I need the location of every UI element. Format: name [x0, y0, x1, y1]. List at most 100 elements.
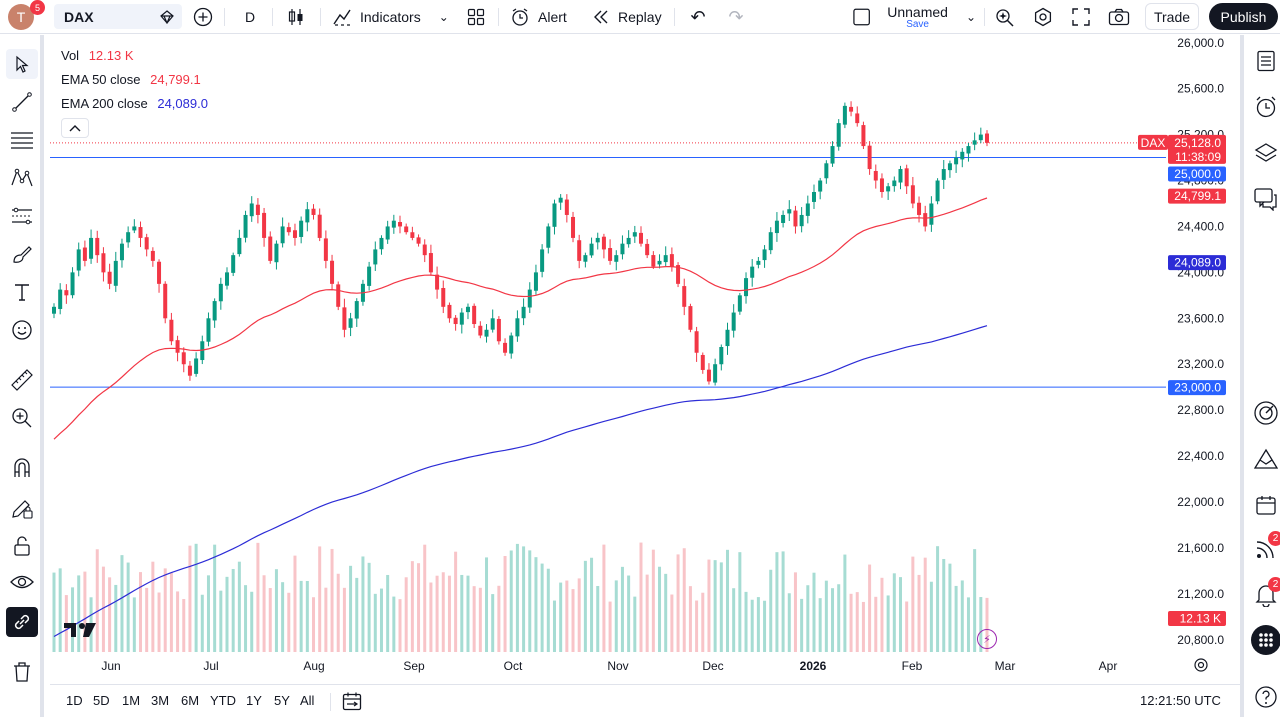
candle-body [805, 203, 810, 216]
ideas-stream-button[interactable] [1250, 443, 1280, 475]
quick-search-button[interactable] [992, 4, 1018, 30]
volume-bar [793, 572, 797, 652]
news-badge: 2 [1268, 531, 1280, 546]
watchlist-button[interactable] [1250, 45, 1280, 77]
remove-drawings-tool[interactable] [6, 657, 38, 687]
candle-body [82, 247, 87, 261]
ema200-legend[interactable]: EMA 200 close 24,089.0 [61, 96, 208, 111]
range-ytd[interactable]: YTD [210, 693, 236, 708]
redo-button[interactable]: ↷ [724, 4, 748, 30]
templates-button[interactable] [464, 4, 488, 30]
brush-tool[interactable] [6, 239, 38, 269]
tradingview-logo[interactable] [63, 621, 97, 644]
object-tree-button[interactable] [1250, 137, 1280, 169]
volume-bar [287, 592, 291, 652]
hotlists-button[interactable] [1250, 397, 1280, 429]
volume-bar [361, 556, 365, 652]
cursor-tool[interactable] [6, 49, 38, 79]
goto-date-button[interactable] [342, 691, 362, 716]
indicators-button[interactable]: Indicators ⌄ [332, 4, 456, 30]
candle-body [855, 113, 860, 124]
trade-button[interactable]: Trade [1145, 3, 1199, 30]
range-1y[interactable]: 1Y [246, 693, 262, 708]
hide-drawings-tool[interactable] [6, 567, 38, 597]
news-stream-button[interactable] [1250, 533, 1280, 565]
range-1m[interactable]: 1M [122, 693, 141, 708]
candle-body [243, 214, 248, 238]
fib-tool[interactable] [6, 125, 38, 155]
candle-body [58, 289, 63, 309]
text-tool[interactable] [6, 277, 38, 307]
symbol-search[interactable]: DAX [54, 4, 182, 29]
magnet-tool[interactable] [6, 453, 38, 483]
undo-button[interactable]: ↶ [686, 4, 710, 30]
fullscreen-button[interactable] [1068, 4, 1094, 30]
chart-pane[interactable]: 26,000.025,600.025,200.024,800.024,400.0… [50, 36, 1236, 682]
alert-button[interactable]: Alert [510, 4, 576, 30]
apps-menu-button[interactable] [1251, 625, 1280, 655]
price-tick-label: 25,600.0 [1177, 82, 1224, 96]
help-icon [1255, 686, 1277, 708]
divider [674, 8, 675, 26]
pattern-tool[interactable] [6, 163, 38, 193]
chart-type-button[interactable] [282, 4, 310, 30]
snapshot-button[interactable] [1106, 4, 1132, 30]
volume-bar [658, 566, 662, 652]
help-button[interactable] [1250, 681, 1280, 713]
candle-body [904, 168, 909, 187]
candle-body [503, 342, 508, 353]
volume-legend[interactable]: Vol 12.13 K [61, 48, 134, 63]
time-tick-label: Oct [504, 659, 523, 673]
volume-bar [213, 544, 217, 652]
range-5d[interactable]: 5D [93, 693, 110, 708]
axis-settings-button[interactable] [1193, 657, 1209, 678]
volume-bar [812, 572, 816, 652]
alerts-button[interactable] [1250, 91, 1280, 123]
candle-body [540, 249, 545, 272]
trend-line-tool[interactable] [6, 87, 38, 117]
volume-bar [151, 561, 155, 652]
volume-bar [651, 549, 655, 652]
measure-tool[interactable] [6, 365, 38, 395]
collapse-legend-button[interactable] [61, 118, 89, 138]
volume-bar [336, 573, 340, 652]
event-marker[interactable]: ⚡ [977, 629, 997, 649]
volume-bar [460, 574, 464, 652]
zoom-tool[interactable] [6, 403, 38, 433]
interval-button[interactable]: D [236, 4, 264, 30]
sync-drawings-tool[interactable] [6, 607, 38, 637]
candle-body [676, 265, 681, 284]
emoji-tool[interactable] [6, 315, 38, 345]
volume-price-label-bg [1168, 611, 1226, 626]
range-1d[interactable]: 1D [66, 693, 83, 708]
drawing-mode-tool[interactable] [6, 493, 38, 523]
utc-clock[interactable]: 12:21:50 UTC [1140, 693, 1221, 708]
settings-button[interactable] [1030, 4, 1056, 30]
forecast-tool[interactable] [6, 201, 38, 231]
lock-drawings-tool[interactable] [6, 531, 38, 561]
layout-menu[interactable]: Unnamed Save ⌄ [852, 4, 976, 30]
candle-body [725, 329, 730, 347]
add-symbol-button[interactable] [190, 4, 216, 30]
calendar-button[interactable] [1250, 489, 1280, 521]
volume-bar [565, 580, 569, 652]
candle-body [286, 227, 291, 233]
volume-bar [522, 546, 526, 652]
volume-bar [256, 542, 260, 652]
price-chart[interactable]: 26,000.025,600.025,200.024,800.024,400.0… [50, 36, 1236, 682]
range-3m[interactable]: 3M [151, 693, 170, 708]
volume-label: Vol [61, 48, 80, 63]
chat-button[interactable] [1250, 183, 1280, 215]
range-all[interactable]: All [300, 693, 315, 708]
pencil-lock-icon [12, 500, 33, 519]
candle-body [836, 123, 841, 147]
user-avatar[interactable]: T [8, 4, 34, 30]
replay-button[interactable]: Replay [592, 4, 664, 30]
candle-body [985, 133, 989, 143]
publish-button[interactable]: Publish [1209, 3, 1278, 30]
range-5y[interactable]: 5Y [274, 693, 290, 708]
volume-bar [874, 596, 878, 652]
range-6m[interactable]: 6M [181, 693, 200, 708]
candle-body [478, 325, 483, 336]
ema50-legend[interactable]: EMA 50 close 24,799.1 [61, 72, 201, 87]
